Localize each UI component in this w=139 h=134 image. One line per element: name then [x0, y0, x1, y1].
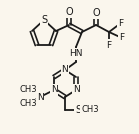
Text: CH3: CH3: [19, 85, 37, 94]
Text: O: O: [92, 8, 100, 18]
Text: N: N: [51, 85, 57, 94]
Text: F: F: [118, 18, 124, 27]
Text: O: O: [65, 7, 73, 17]
Text: S: S: [41, 15, 47, 25]
Text: F: F: [119, 34, 125, 42]
Text: N: N: [62, 66, 68, 75]
Text: N: N: [73, 85, 79, 94]
Text: N: N: [37, 92, 43, 101]
Text: F: F: [106, 40, 112, 49]
Text: CH3: CH3: [19, 100, 37, 109]
Text: CH3: CH3: [81, 105, 99, 114]
Text: S: S: [75, 105, 81, 115]
Text: HN: HN: [69, 49, 83, 59]
